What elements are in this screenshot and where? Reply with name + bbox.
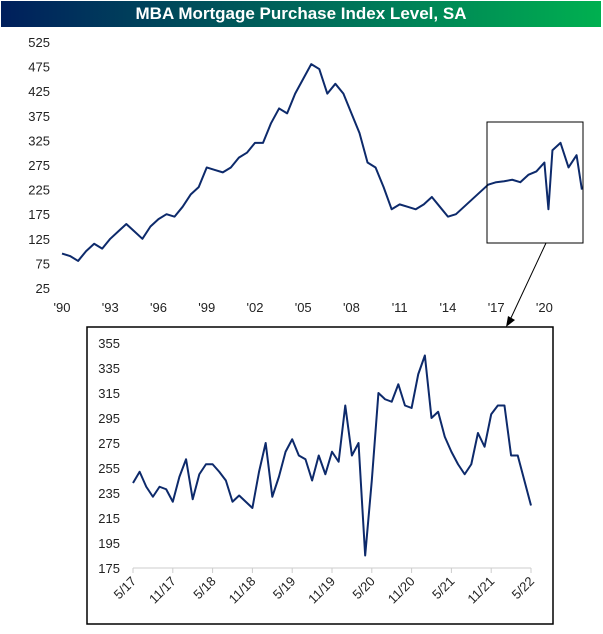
x-tick-label: '11 <box>392 300 408 315</box>
y-tick-label: 125 <box>28 232 50 247</box>
zoom-box <box>486 121 584 244</box>
x-tick-label: '08 <box>343 300 360 315</box>
inset-x-tick-label: 5/21 <box>429 574 458 603</box>
inset-y-tick-label: 315 <box>98 386 120 401</box>
x-tick-label: '02 <box>246 300 263 315</box>
y-tick-label: 525 <box>28 35 50 50</box>
inset-x-tick-label: 5/18 <box>190 574 219 603</box>
inset-y-tick-label: 275 <box>98 436 120 451</box>
zoom-arrowhead <box>506 316 515 327</box>
inset-y-tick-label: 175 <box>98 561 120 576</box>
inset-y-tick-label: 355 <box>98 336 120 351</box>
inset-x-tick-label: 11/18 <box>226 574 259 607</box>
inset-y-tick-label: 255 <box>98 461 120 476</box>
chart-title: MBA Mortgage Purchase Index Level, SA <box>1 1 601 27</box>
inset-frame <box>86 326 554 625</box>
inset-x-tick-label: 5/20 <box>349 574 378 603</box>
series-line-inset <box>132 354 532 557</box>
y-tick-label: 425 <box>28 84 50 99</box>
x-tick-label: '20 <box>536 300 553 315</box>
x-tick-label: '14 <box>439 300 456 315</box>
inset-y-tick-label: 235 <box>98 486 120 501</box>
series-line-top <box>61 63 583 262</box>
y-tick-label: 325 <box>28 133 50 148</box>
x-tick-label: '96 <box>150 300 167 315</box>
x-tick-label: '17 <box>488 300 505 315</box>
inset-y-tick-label: 295 <box>98 411 120 426</box>
inset-x-tick-label: 5/17 <box>111 574 140 603</box>
inset-y-tick-label: 215 <box>98 511 120 526</box>
y-tick-label: 275 <box>28 158 50 173</box>
y-tick-label: 25 <box>36 281 50 296</box>
y-tick-label: 375 <box>28 109 50 124</box>
x-tick-label: '90 <box>54 300 71 315</box>
x-tick-label: '93 <box>102 300 119 315</box>
inset-x-tick-label: 11/17 <box>146 574 179 607</box>
y-tick-label: 175 <box>28 207 50 222</box>
zoom-arrow <box>509 242 547 321</box>
x-tick-label: '99 <box>198 300 215 315</box>
inset-y-tick-label: 195 <box>98 536 120 551</box>
inset-x-tick-label: 5/19 <box>270 574 299 603</box>
inset-x-tick-label: 5/22 <box>509 574 538 603</box>
y-tick-label: 75 <box>36 256 50 271</box>
inset-x-tick-label: 11/21 <box>464 574 497 607</box>
x-tick-label: '05 <box>295 300 312 315</box>
inset-x-tick-label: 11/19 <box>305 574 338 607</box>
inset-x-tick-label: 11/20 <box>385 574 418 607</box>
y-tick-label: 475 <box>28 60 50 75</box>
inset-y-tick-label: 335 <box>98 361 120 376</box>
y-tick-label: 225 <box>28 183 50 198</box>
